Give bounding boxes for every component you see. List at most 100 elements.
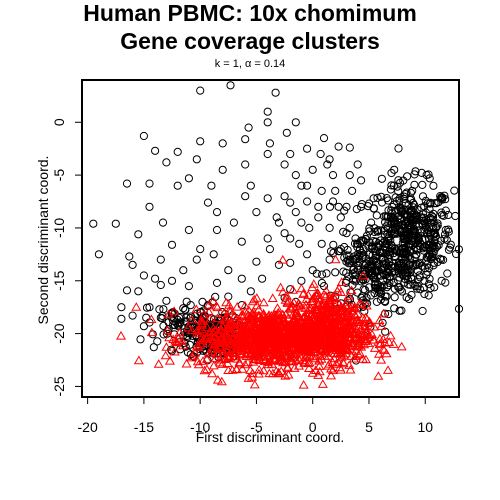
data-point-circle [184, 225, 193, 235]
data-point-triangle [326, 293, 337, 302]
data-point-triangle [320, 290, 331, 300]
data-point-circle [353, 250, 362, 259]
data-point-circle [244, 123, 253, 132]
data-point-circle [369, 194, 378, 203]
data-point-triangle [326, 295, 337, 304]
data-point-circle [252, 208, 261, 217]
data-point-triangle [247, 331, 258, 340]
chart-subtitle: Gene coverage clusters [120, 28, 380, 54]
data-point-circle [412, 284, 422, 293]
data-point-circle [374, 288, 383, 297]
data-point-triangle [231, 323, 242, 333]
data-point-triangle [146, 314, 157, 323]
data-point-triangle [289, 363, 300, 372]
data-point-circle [209, 250, 218, 259]
data-point-triangle [133, 355, 144, 365]
data-point-triangle [160, 350, 171, 360]
data-point-triangle [223, 322, 234, 332]
data-point-circle [391, 229, 400, 238]
data-point-circle [241, 135, 250, 144]
data-point-triangle [254, 364, 265, 374]
data-point-triangle [305, 342, 316, 352]
x-axis: -20 -15 -10 -5 0 5 10 [78, 397, 433, 435]
data-point-triangle [248, 335, 259, 344]
data-point-triangle [231, 363, 242, 373]
data-point-triangle [207, 368, 218, 378]
data-point-circle [359, 270, 368, 279]
data-point-triangle [268, 332, 279, 342]
data-point-circle [426, 198, 435, 207]
data-point-triangle [161, 342, 172, 351]
data-point-triangle [146, 327, 157, 337]
data-point-circle [404, 200, 413, 209]
data-point-triangle [279, 345, 290, 354]
data-point-circle [336, 213, 345, 222]
data-point-triangle [164, 332, 175, 342]
data-point-circle [433, 221, 442, 230]
data-point-triangle [164, 355, 175, 365]
x-tick-label: -10 [190, 419, 210, 435]
x-tick-label: 10 [417, 419, 433, 435]
data-point-triangle [183, 322, 194, 332]
data-point-triangle [192, 341, 203, 350]
data-point-circle [167, 240, 177, 249]
data-point-triangle [324, 304, 335, 313]
data-point-triangle [222, 358, 233, 367]
data-point-circle [402, 293, 411, 302]
data-point-triangle [317, 379, 328, 388]
data-point-circle [328, 197, 338, 206]
data-point-triangle [195, 338, 206, 348]
data-point-triangle [203, 348, 214, 357]
data-point-triangle [282, 362, 293, 371]
data-point-triangle [251, 293, 262, 302]
data-point-circle [334, 142, 343, 151]
data-point-triangle [223, 326, 234, 336]
data-point-triangle [225, 305, 236, 315]
data-point-circle [258, 274, 267, 283]
data-point-circle [414, 221, 423, 230]
data-point-circle [342, 229, 351, 238]
data-point-circle [387, 181, 396, 190]
data-point-triangle [186, 352, 197, 362]
data-point-circle [159, 321, 168, 330]
data-point-triangle [325, 337, 336, 346]
data-point-triangle [277, 254, 288, 264]
data-point-triangle [356, 329, 367, 339]
data-point-circle [159, 330, 168, 339]
data-point-triangle [251, 324, 262, 333]
data-point-triangle [240, 359, 251, 369]
data-point-triangle [382, 365, 393, 374]
data-point-circle [407, 290, 416, 300]
data-point-triangle [331, 358, 342, 368]
data-point-triangle [369, 334, 379, 344]
data-point-triangle [350, 329, 361, 339]
data-point-circle [317, 186, 326, 195]
data-point-circle [151, 146, 160, 155]
data-point-circle [372, 297, 381, 306]
data-point-circle [308, 165, 317, 174]
data-point-triangle [216, 324, 227, 334]
data-point-triangle [209, 326, 220, 335]
data-point-triangle [252, 340, 263, 349]
data-point-triangle [369, 321, 380, 331]
data-point-circle [265, 245, 274, 254]
data-point-circle [89, 219, 98, 228]
data-point-circle [377, 192, 386, 201]
data-point-circle [454, 245, 463, 254]
data-point-circle [349, 264, 358, 273]
data-point-triangle [345, 341, 356, 350]
data-point-circle [94, 250, 104, 259]
data-point-triangle [282, 363, 293, 372]
data-point-circle [370, 224, 379, 233]
data-point-triangle [314, 355, 325, 365]
data-point-triangle [268, 329, 279, 339]
data-point-circle [168, 320, 178, 330]
data-point-triangle [217, 359, 228, 368]
data-point-circle [415, 271, 424, 280]
data-point-circle [173, 181, 182, 190]
data-point-triangle [237, 336, 248, 345]
data-point-triangle [334, 328, 345, 338]
data-point-triangle [330, 254, 341, 264]
data-point-triangle [131, 302, 142, 311]
data-point-triangle [310, 334, 321, 344]
